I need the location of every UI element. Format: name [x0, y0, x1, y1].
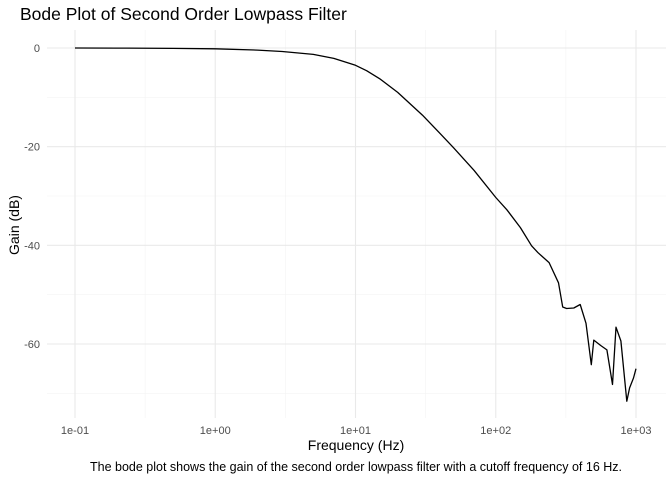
y-axis-label: Gain (dB) — [6, 195, 22, 255]
chart-title: Bode Plot of Second Order Lowpass Filter — [20, 4, 347, 24]
series-layer — [74, 47, 637, 402]
grid — [47, 30, 666, 418]
x-tick-label: 1e+01 — [340, 425, 371, 437]
x-tick-label: 1e+02 — [480, 425, 511, 437]
y-tick-label: -20 — [24, 142, 40, 154]
x-tick-labels: 1e-01 1e+00 1e+01 1e+02 1e+03 — [61, 425, 652, 437]
y-tick-label: 0 — [34, 43, 40, 55]
x-tick-label: 1e-01 — [61, 425, 89, 437]
y-tick-label: -40 — [24, 240, 40, 252]
chart-caption: The bode plot shows the gain of the seco… — [90, 460, 622, 474]
x-tick-label: 1e+00 — [200, 425, 231, 437]
y-tick-labels: 0 -20 -40 -60 — [24, 43, 40, 351]
x-tick-label: 1e+03 — [621, 425, 652, 437]
gain-series-line — [74, 47, 637, 402]
x-axis-label: Frequency (Hz) — [308, 437, 404, 453]
y-tick-label: -60 — [24, 339, 40, 351]
